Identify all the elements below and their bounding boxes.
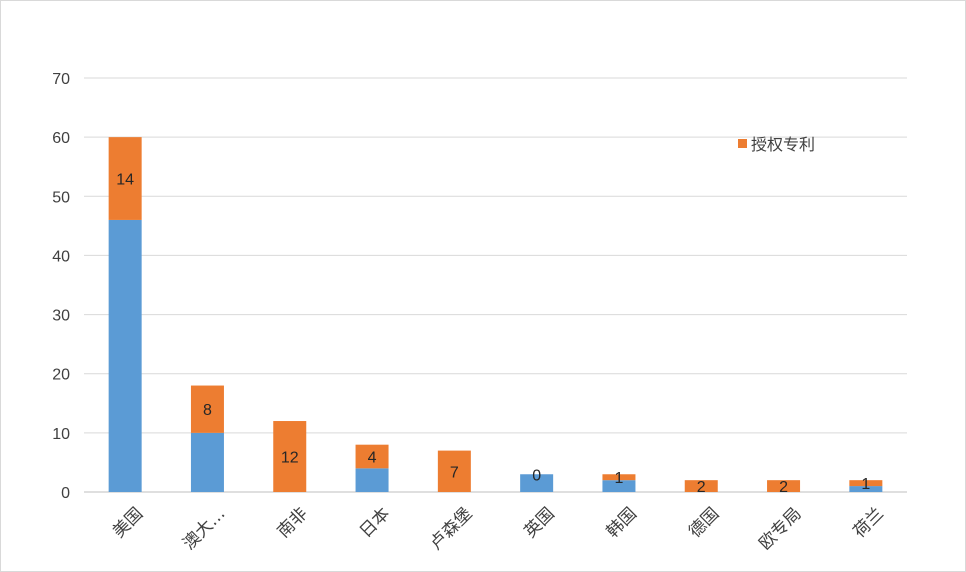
bar-segment-granted xyxy=(273,421,307,492)
data-label: 12 xyxy=(281,450,299,467)
bar-segment-granted xyxy=(108,137,142,220)
bar-segment-granted xyxy=(767,480,801,492)
bar-segment-granted xyxy=(437,450,471,492)
bar-segment-granted xyxy=(849,480,883,487)
bar-segment-granted xyxy=(602,474,636,481)
data-label: 2 xyxy=(697,479,706,496)
legend-label: 授权专利 xyxy=(751,135,815,154)
bar-segment-granted xyxy=(190,385,224,433)
x-tick-label: 卢森堡 xyxy=(426,504,476,554)
y-tick-label: 30 xyxy=(52,308,70,325)
data-label: 7 xyxy=(450,464,459,481)
legend: 授权专利 xyxy=(738,135,815,154)
bar-segment-base xyxy=(355,468,389,492)
bar-segment-base xyxy=(190,432,224,492)
x-axis: 美国 澳大… 南非 日本 卢森堡 英国 韩国 德国 欧专局 荷兰 xyxy=(109,504,888,554)
x-tick-label: 荷兰 xyxy=(850,504,888,542)
y-axis: 0 10 20 30 40 50 60 70 xyxy=(52,71,70,502)
x-tick-label: 美国 xyxy=(109,504,147,542)
y-tick-label: 40 xyxy=(52,248,70,265)
bar-segment-base xyxy=(108,219,142,492)
y-tick-label: 10 xyxy=(52,426,70,443)
x-tick-label: 南非 xyxy=(274,504,312,542)
data-label: 8 xyxy=(203,402,212,419)
bar-segment-granted xyxy=(355,444,389,469)
x-tick-label: 日本 xyxy=(356,504,394,542)
bars xyxy=(108,137,883,492)
y-tick-label: 20 xyxy=(52,367,70,384)
y-tick-label: 50 xyxy=(52,189,70,206)
data-label: 2 xyxy=(779,479,788,496)
x-tick-label: 德国 xyxy=(685,504,723,542)
bar-segment-granted xyxy=(684,480,718,492)
data-label: 1 xyxy=(614,470,623,487)
bar-segment-base xyxy=(602,480,636,492)
data-label: 14 xyxy=(116,172,134,189)
bar-segment-base xyxy=(849,486,883,492)
legend-swatch xyxy=(738,139,747,148)
y-tick-label: 0 xyxy=(61,485,70,502)
x-tick-label: 澳大… xyxy=(179,504,229,554)
x-tick-label: 韩国 xyxy=(603,504,641,542)
x-tick-label: 英国 xyxy=(520,504,558,542)
bar-segment-base xyxy=(520,474,554,492)
data-label: 0 xyxy=(532,467,541,484)
y-tick-label: 60 xyxy=(52,130,70,147)
data-label: 4 xyxy=(368,450,377,467)
x-tick-label: 欧专局 xyxy=(755,504,805,554)
data-label: 1 xyxy=(861,476,870,493)
y-tick-label: 70 xyxy=(52,71,70,88)
